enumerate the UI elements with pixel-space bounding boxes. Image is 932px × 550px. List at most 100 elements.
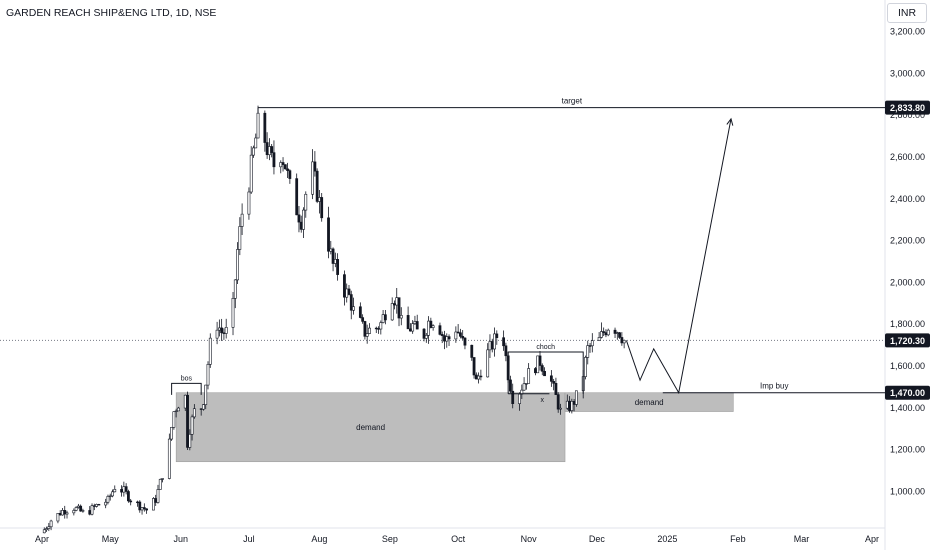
candle-body <box>602 331 606 333</box>
y-tick-label: 1,000.00 <box>890 487 925 497</box>
candle-body <box>365 333 369 337</box>
candle-body <box>443 335 446 342</box>
x-tick-label: Jul <box>243 534 255 544</box>
candle-body <box>343 274 346 298</box>
price-label: 1,720.30 <box>890 336 925 346</box>
candle-body <box>395 297 399 306</box>
candle-body <box>472 357 476 376</box>
candle-body <box>76 505 80 508</box>
candle-body <box>584 357 587 377</box>
candle-body <box>408 328 412 332</box>
candle-body <box>97 503 101 506</box>
candle-body <box>415 321 419 330</box>
candle-body <box>74 507 78 511</box>
candle-body <box>488 341 492 351</box>
candle-body <box>136 501 139 504</box>
price-label-box <box>885 100 930 115</box>
candle-body <box>502 337 506 347</box>
currency-button[interactable]: INR <box>887 3 927 23</box>
candle-body <box>238 226 242 250</box>
zone-label: demand <box>635 398 664 407</box>
candle-body <box>167 438 171 479</box>
candle-body <box>377 328 380 330</box>
candle-body <box>459 332 462 337</box>
x-tick-label: Mar <box>794 534 810 544</box>
candle-body <box>383 314 387 321</box>
candle-body <box>188 433 192 448</box>
candle-body <box>509 379 512 392</box>
candle-body <box>106 496 110 503</box>
candle-body <box>183 394 187 409</box>
candle-body <box>304 193 308 211</box>
candle-body <box>95 503 98 507</box>
candle-body <box>622 339 626 344</box>
candle-body <box>438 325 442 335</box>
candle-body <box>620 337 624 344</box>
candle-body <box>90 505 94 515</box>
candle-body <box>177 407 180 412</box>
candle-body <box>63 510 67 515</box>
candle-body <box>397 297 401 319</box>
candle-body <box>263 112 267 143</box>
candle-body <box>302 209 305 230</box>
projection-path <box>625 118 732 395</box>
candle-body <box>556 394 560 410</box>
x-tick-label: Sep <box>382 534 398 544</box>
candle-body <box>204 384 208 405</box>
candle-body <box>233 279 237 299</box>
candle-body <box>315 170 319 202</box>
candle-body <box>208 337 212 365</box>
candle-body <box>477 375 481 380</box>
annotations-layer: bos choch x <box>171 117 734 404</box>
chart-title: GARDEN REACH SHIP&ENG LTD, 1D, NSE <box>6 7 217 19</box>
candle-body <box>47 526 51 529</box>
x-tick-label: May <box>102 534 120 544</box>
candle-body <box>597 337 601 341</box>
candle-body <box>606 329 610 336</box>
candle-body <box>393 303 396 306</box>
y-tick-label: 1,600.00 <box>890 361 925 371</box>
candle-body <box>599 331 603 338</box>
price-label-box <box>885 333 930 348</box>
y-tick-label: 2,400.00 <box>890 194 925 204</box>
y-tick-label: 2,000.00 <box>890 277 925 287</box>
candle-body <box>361 317 365 322</box>
y-tick-label: 3,200.00 <box>890 27 925 37</box>
y-tick-label: 1,200.00 <box>890 445 925 455</box>
candle-body <box>447 336 451 340</box>
candle-body <box>422 328 426 339</box>
candle-body <box>490 341 494 350</box>
price-label: 1,470.00 <box>890 388 925 398</box>
candle-body <box>192 408 196 418</box>
candle-body <box>145 508 149 511</box>
zones-layer: demand demand <box>175 392 734 463</box>
candle-body <box>92 505 96 507</box>
candle-body <box>411 323 415 332</box>
x-tick-label: Apr <box>35 534 49 544</box>
candle-body <box>454 331 458 340</box>
candle-body <box>336 259 340 275</box>
candle-body <box>247 191 251 215</box>
candle-body <box>504 345 508 357</box>
candle-body <box>368 327 371 334</box>
candle-body <box>56 513 60 522</box>
price-label: 2,833.80 <box>890 103 925 113</box>
candle-body <box>252 147 255 156</box>
candle-body <box>122 486 126 493</box>
candle-body <box>224 327 228 334</box>
candle-body <box>286 168 289 171</box>
candle-body <box>374 327 378 330</box>
candle-body <box>79 505 83 512</box>
candle-body <box>288 170 292 179</box>
candle-body <box>568 400 571 411</box>
candle-body <box>272 152 276 168</box>
candle-body <box>140 507 144 511</box>
candle-body <box>445 336 449 342</box>
candle-body <box>540 365 544 372</box>
candle-body <box>524 383 528 385</box>
price-label-box <box>885 385 930 400</box>
candle-body <box>215 329 219 339</box>
candle-body <box>559 407 562 410</box>
lines-layer: target Imp buy <box>0 97 886 394</box>
